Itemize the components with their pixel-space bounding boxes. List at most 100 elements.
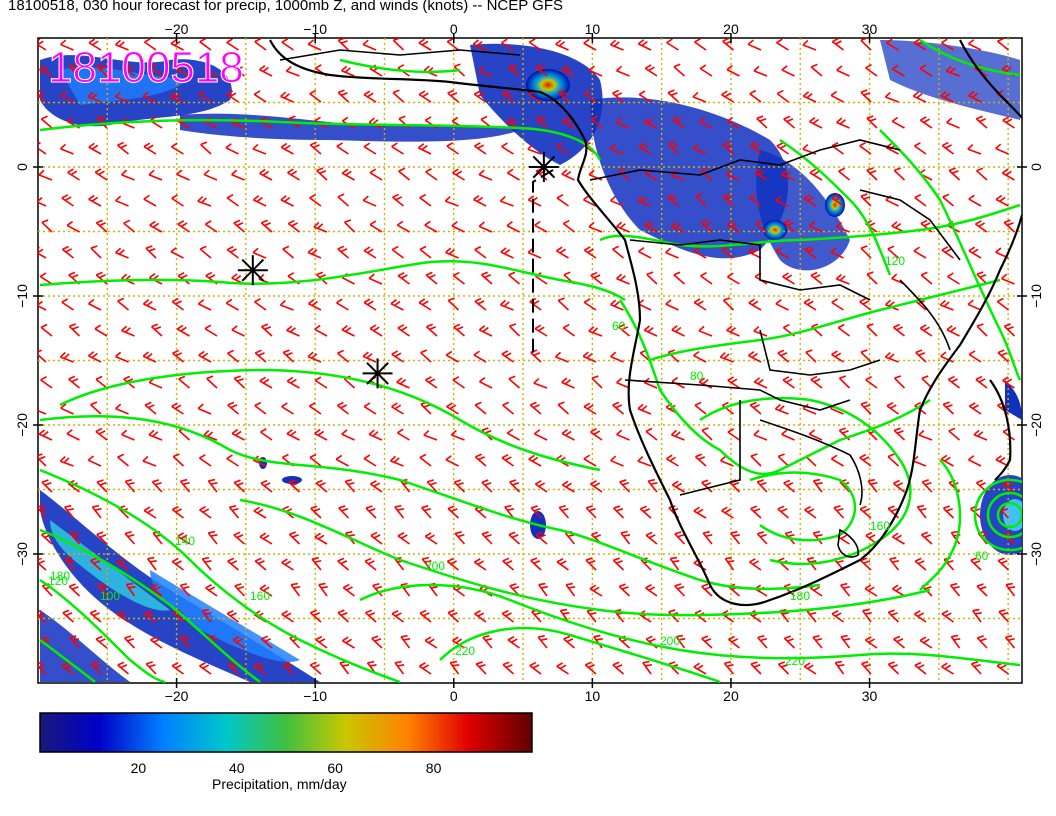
precip-area [880, 40, 1020, 120]
wind-barb [143, 506, 157, 519]
wind-barb [117, 297, 130, 311]
wind-barb [478, 221, 493, 233]
wind-barb [865, 64, 878, 77]
wind-barb [418, 662, 432, 675]
wind-barb [398, 167, 411, 181]
wind-barb [506, 221, 520, 233]
lat-tick-label: −30 [1028, 542, 1044, 566]
wind-barb [749, 558, 762, 571]
wind-barb [115, 195, 129, 207]
wind-barb [722, 297, 735, 311]
wind-barb [976, 167, 988, 181]
wind-barb [618, 583, 631, 597]
wind-barb [835, 273, 850, 285]
wind-barb [585, 505, 597, 519]
wind-barb [620, 530, 631, 545]
wind-barb [831, 298, 844, 311]
wind-barb [341, 429, 355, 441]
wind-barb [478, 325, 493, 337]
wind-barb [362, 39, 377, 51]
country-border [837, 528, 860, 558]
wind-barb [198, 90, 212, 103]
wind-barb [700, 219, 713, 233]
wind-barb [67, 168, 80, 181]
wind-barb [582, 351, 597, 363]
wind-barb [867, 478, 878, 493]
madagascar-coastline [989, 379, 1012, 481]
wind-barb [699, 64, 713, 77]
wind-barb [423, 429, 438, 441]
contour-label: 200 [425, 559, 445, 573]
wind-barb [838, 167, 851, 181]
wind-barb [753, 65, 768, 77]
wind-barb [639, 505, 652, 519]
contour-label: 60 [612, 319, 626, 333]
wind-barb [833, 505, 845, 519]
wind-barb [638, 246, 652, 259]
wind-barb [501, 453, 514, 467]
wind-barb [756, 479, 768, 493]
wind-barb [424, 636, 438, 649]
wind-barb [1003, 219, 1016, 233]
wind-barb [314, 324, 328, 337]
wind-barb [252, 247, 267, 259]
asterisk-icon [237, 255, 268, 286]
wind-barb [889, 556, 900, 571]
wind-barb [914, 661, 927, 675]
wind-barb [583, 246, 597, 259]
wind-barb [121, 429, 135, 441]
wind-barb [976, 323, 988, 337]
contour-line [439, 626, 721, 683]
wind-barb [619, 479, 631, 493]
wind-barb [68, 323, 81, 337]
wind-barb [480, 271, 493, 285]
wind-barb [177, 532, 190, 545]
wind-barb [231, 169, 245, 181]
wind-barb [362, 195, 377, 207]
wind-barb [642, 660, 652, 675]
wind-barb [753, 429, 768, 441]
wind-barb [675, 634, 686, 649]
wind-barb [204, 324, 218, 337]
wind-barb [508, 375, 521, 389]
wind-barb [116, 610, 129, 623]
wind-barb [145, 245, 157, 259]
contour-label: 220 [785, 654, 805, 668]
wind-barb [665, 247, 679, 259]
wind-barb [730, 530, 741, 545]
wind-barb [445, 350, 459, 363]
wind-barb [565, 582, 576, 597]
wind-barb [748, 351, 762, 363]
wind-barb [968, 39, 982, 51]
wind-barb [311, 556, 322, 571]
wind-barb [114, 91, 129, 103]
wind-barb [115, 403, 129, 415]
wind-barb [148, 429, 163, 441]
contour-line [779, 138, 892, 276]
date-stamp: 18100518 [48, 43, 244, 92]
wind-barb [638, 142, 652, 155]
lon-tick-label: 20 [723, 21, 739, 37]
wind-barb [501, 142, 514, 155]
wind-barb [150, 636, 163, 649]
wind-barb [756, 115, 768, 129]
wind-barb [939, 299, 954, 311]
wind-barb [179, 635, 191, 649]
wind-barb [995, 194, 1009, 207]
wind-barb [309, 141, 322, 155]
wind-barb [199, 38, 212, 51]
wind-barb [720, 455, 734, 467]
wind-barb [116, 558, 129, 571]
lon-tick-label: −10 [303, 21, 327, 37]
wind-barb [446, 142, 459, 155]
wind-barb [40, 323, 53, 337]
wind-barb [179, 478, 191, 493]
wind-barb [588, 221, 603, 233]
wind-barb [866, 167, 878, 181]
wind-barb [117, 661, 130, 675]
wind-barb [749, 89, 762, 103]
wind-barb [309, 661, 322, 675]
wind-barb [369, 220, 383, 233]
axis-labels: −20 −20 −10 −10 0 0 10 10 20 20 30 30 0 0 −10 −10 −20 −20… [14, 21, 1044, 704]
wind-barb [228, 504, 240, 519]
